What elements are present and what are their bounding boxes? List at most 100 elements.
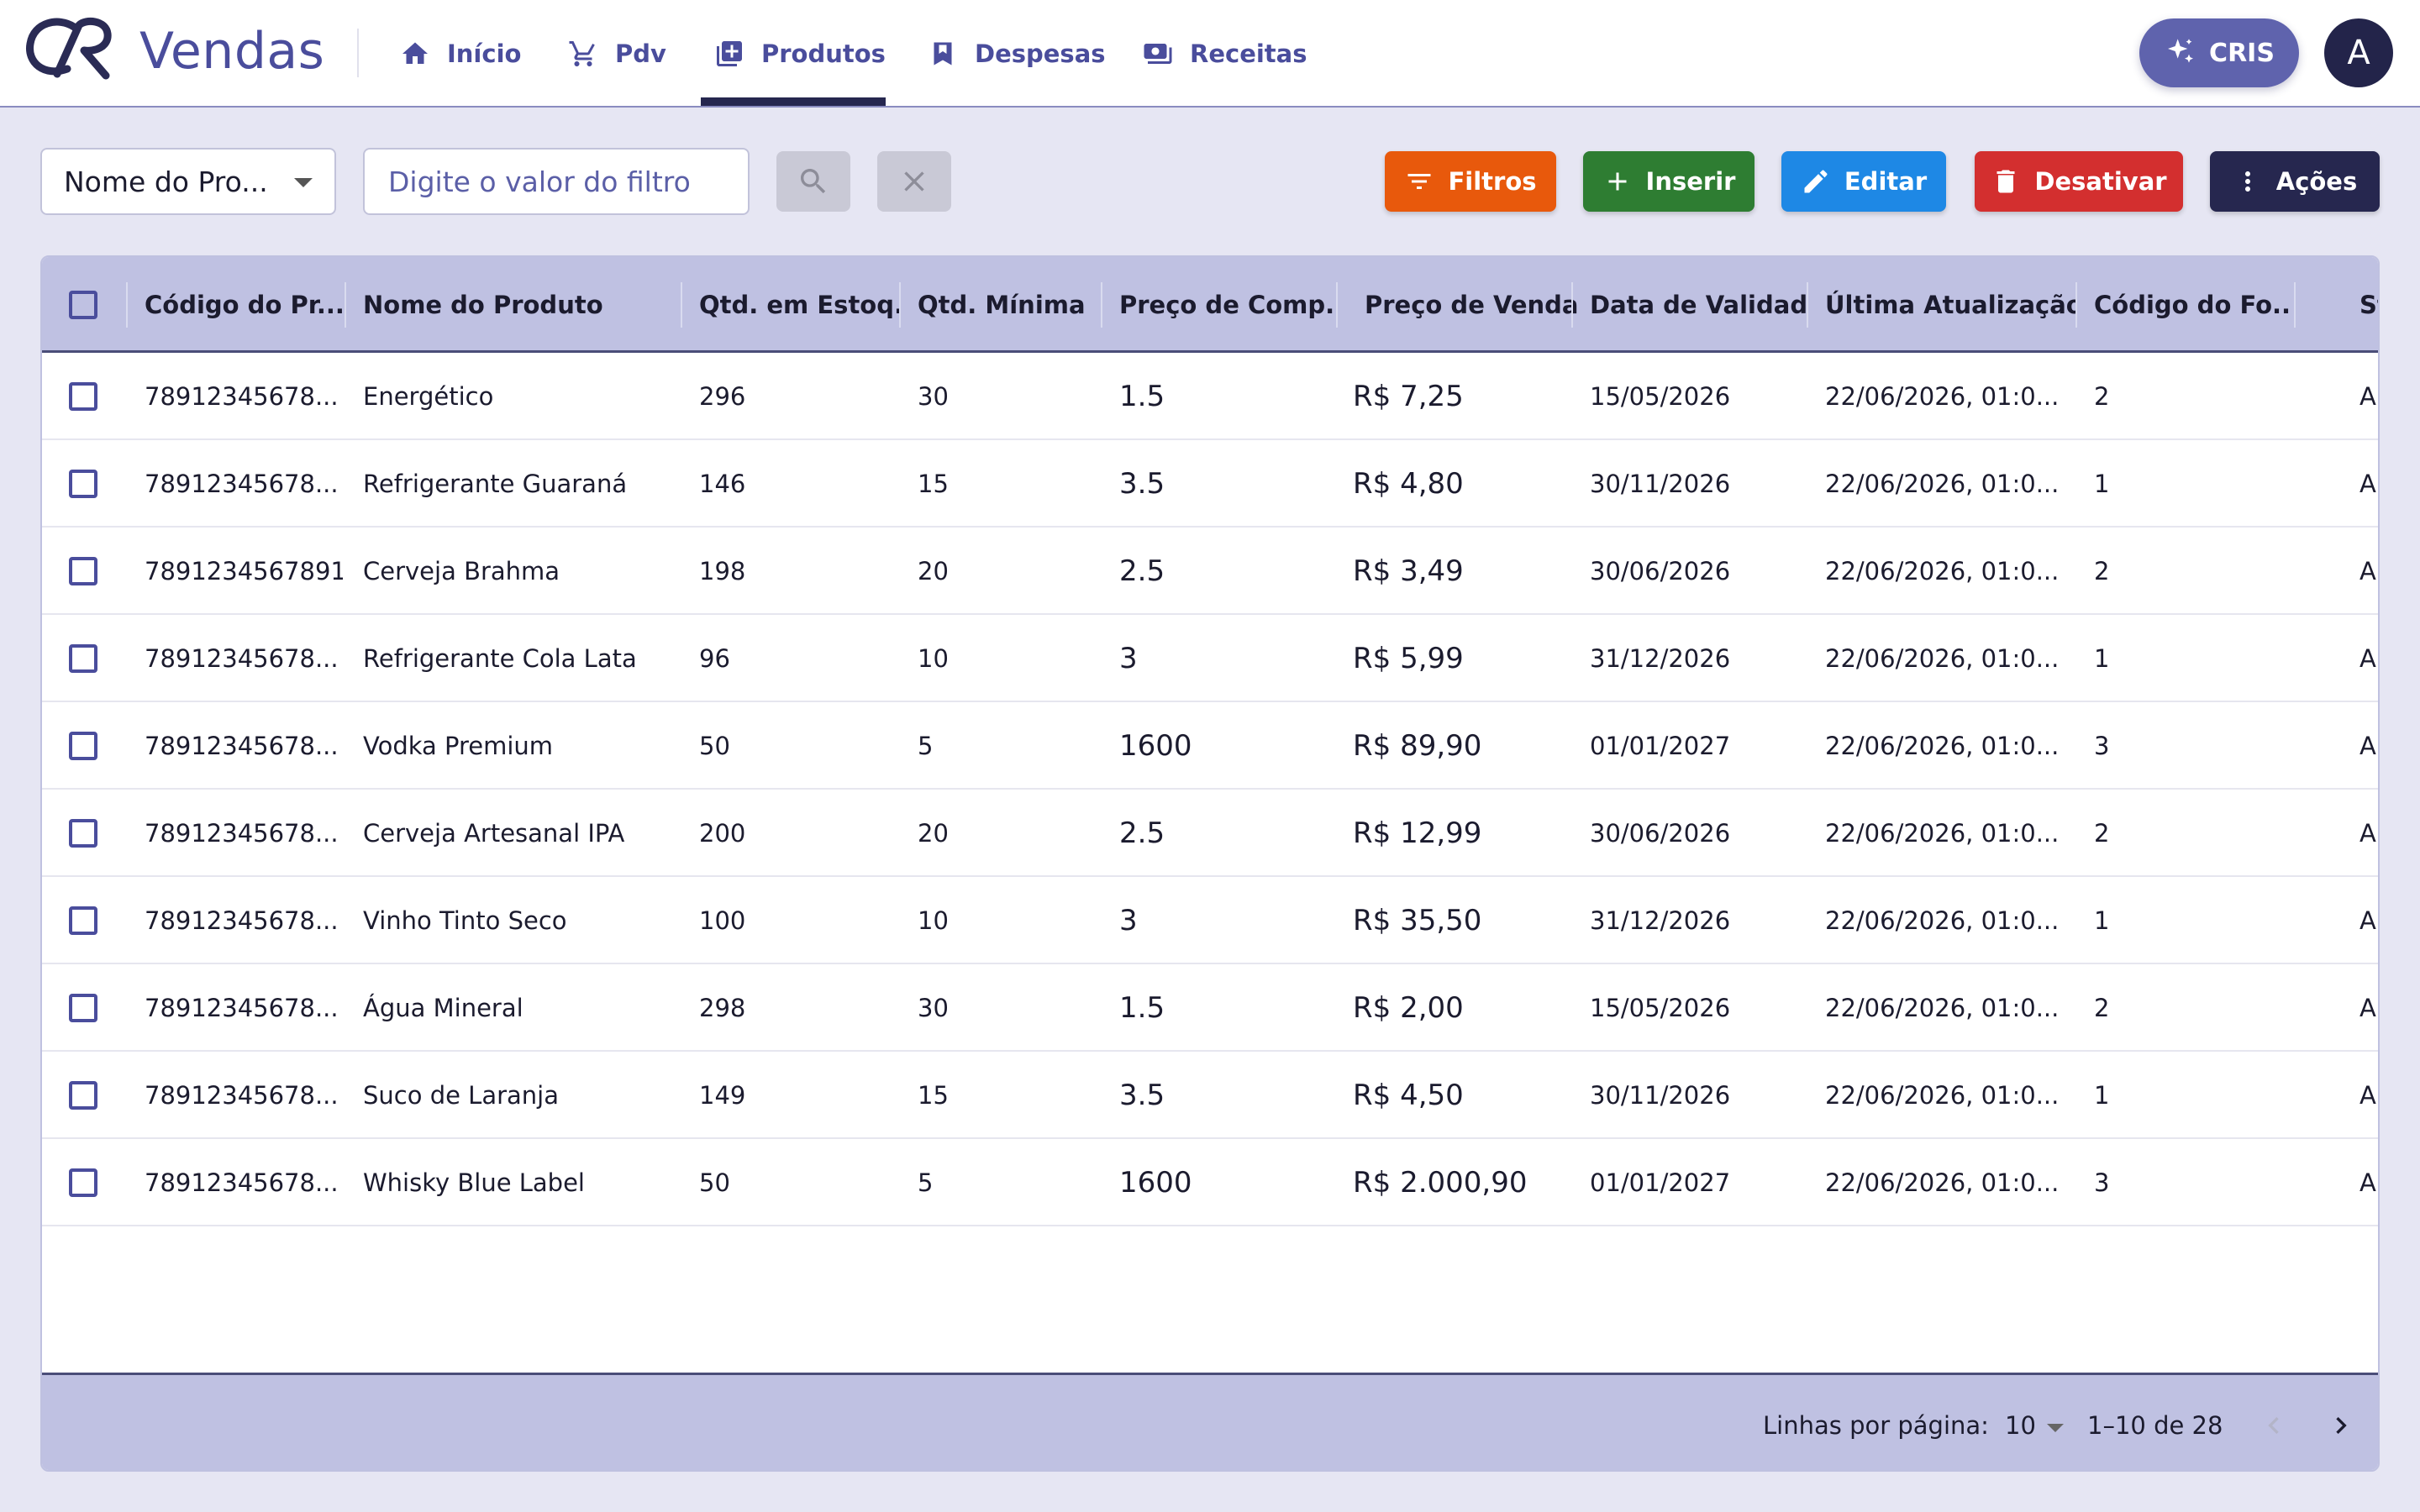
table-row[interactable]: 78912345678... Água Mineral 298 30 1.5 R$ 2,0… <box>42 964 2378 1052</box>
nav-pdv[interactable]: Pdv <box>568 0 666 108</box>
table-pagination: Linhas por página: 10 1–10 de 28 <box>42 1373 2378 1470</box>
cell-venda: R$ 89,90 <box>1353 729 1482 763</box>
acoes-label: Ações <box>2275 167 2358 196</box>
table-row[interactable]: 78912345678... Energético 296 30 1.5 R$ 7,25 1… <box>42 353 2378 440</box>
cell-codigo: 78912345678... <box>145 819 339 848</box>
table-header: Código do Pr... Nome do Produto Qtd. em … <box>42 257 2378 353</box>
cell-atualizacao: 22/06/2026, 01:0... <box>1825 819 2060 848</box>
row-checkbox[interactable] <box>69 819 97 848</box>
col-header-venda[interactable]: Preço de Venda <box>1365 291 1579 319</box>
nav-produtos-label: Produtos <box>761 39 886 68</box>
close-icon <box>904 171 924 192</box>
column-separator <box>2075 282 2077 328</box>
row-checkbox[interactable] <box>69 994 97 1022</box>
col-header-status[interactable]: St <box>2360 291 2378 319</box>
filter-value-input[interactable] <box>363 148 750 215</box>
cell-minima: 5 <box>918 1168 934 1197</box>
cell-compra: 1600 <box>1119 729 1192 763</box>
column-separator <box>1807 282 1808 328</box>
table-row[interactable]: 78912345678... Vinho Tinto Seco 100 10 3 R$ 3… <box>42 877 2378 964</box>
cell-nome: Cerveja Brahma <box>363 557 560 585</box>
row-checkbox[interactable] <box>69 906 97 935</box>
nav-produtos[interactable]: Produtos <box>714 0 886 108</box>
column-separator <box>126 282 128 328</box>
cell-codigo: 78912345678... <box>145 732 339 760</box>
row-checkbox[interactable] <box>69 557 97 585</box>
row-checkbox[interactable] <box>69 382 97 411</box>
cell-estoque: 50 <box>699 732 730 760</box>
col-header-atualizacao[interactable]: Última Atualização <box>1825 291 2077 319</box>
editar-button[interactable]: Editar <box>1781 151 1946 212</box>
table-row[interactable]: 78912345678... Refrigerante Guaraná 146 15 3… <box>42 440 2378 528</box>
cell-codigo: 78912345678... <box>145 382 339 411</box>
cell-validade: 31/12/2026 <box>1590 644 1731 673</box>
cell-validade: 30/11/2026 <box>1590 470 1731 498</box>
col-header-nome[interactable]: Nome do Produto <box>363 291 603 319</box>
cell-minima: 15 <box>918 1081 949 1110</box>
cell-atualizacao: 22/06/2026, 01:0... <box>1825 382 2060 411</box>
inserir-label: Inserir <box>1645 167 1736 196</box>
nav-receitas-label: Receitas <box>1190 39 1307 68</box>
chevron-right-icon <box>2336 1417 2347 1434</box>
select-all-checkbox[interactable] <box>69 291 97 319</box>
cell-venda: R$ 7,25 <box>1353 380 1464 413</box>
nav-inicio[interactable]: Início <box>400 0 521 108</box>
cell-status: A <box>2360 819 2376 848</box>
table-row[interactable]: 78912345678... Vodka Premium 50 5 1600 R$ 89,… <box>42 702 2378 790</box>
previous-page-button[interactable] <box>2252 1404 2296 1447</box>
col-header-fornecedor[interactable]: Código do Fo... <box>2094 291 2292 319</box>
cell-estoque: 50 <box>699 1168 730 1197</box>
cell-atualizacao: 22/06/2026, 01:0... <box>1825 557 2060 585</box>
cell-estoque: 96 <box>699 644 730 673</box>
col-header-validade[interactable]: Data de Validade <box>1590 291 1808 319</box>
cell-fornecedor: 2 <box>2094 382 2110 411</box>
table-row[interactable]: 78912345678... Whisky Blue Label 50 5 1600 R$… <box>42 1139 2378 1226</box>
row-checkbox[interactable] <box>69 732 97 760</box>
table-row[interactable]: 7891234567891 Cerveja Brahma 198 20 2.5 R$ 3,… <box>42 528 2378 615</box>
clear-filter-button[interactable] <box>877 151 951 212</box>
nav-receitas[interactable]: Receitas <box>1143 0 1307 108</box>
cell-atualizacao: 22/06/2026, 01:0... <box>1825 1168 2060 1197</box>
cris-assistant-button[interactable]: CRIS <box>2139 18 2299 87</box>
table-row[interactable]: 78912345678... Suco de Laranja 149 15 3.5 R$ … <box>42 1052 2378 1139</box>
user-avatar[interactable]: A <box>2324 18 2393 87</box>
col-header-codigo[interactable]: Código do Pr... <box>145 291 345 319</box>
row-checkbox[interactable] <box>69 470 97 498</box>
cell-estoque: 146 <box>699 470 746 498</box>
table-row[interactable]: 78912345678... Refrigerante Cola Lata 96 10… <box>42 615 2378 702</box>
nav-despesas[interactable]: Despesas <box>928 0 1106 108</box>
col-header-minima[interactable]: Qtd. Mínima <box>918 291 1086 319</box>
row-checkbox[interactable] <box>69 1168 97 1197</box>
money-icon <box>1144 44 1172 64</box>
cell-compra: 3 <box>1119 904 1138 937</box>
acoes-button[interactable]: Ações <box>2210 151 2380 212</box>
cell-fornecedor: 2 <box>2094 994 2110 1022</box>
inserir-button[interactable]: Inserir <box>1583 151 1754 212</box>
col-header-estoque[interactable]: Qtd. em Estoq... <box>699 291 899 319</box>
column-separator <box>681 282 682 328</box>
cell-status: A <box>2360 644 2376 673</box>
cell-validade: 30/06/2026 <box>1590 557 1731 585</box>
cell-compra: 3.5 <box>1119 467 1165 501</box>
cell-compra: 1.5 <box>1119 991 1165 1025</box>
next-page-button[interactable] <box>2319 1404 2363 1447</box>
app-name: Vendas <box>139 22 325 81</box>
search-button[interactable] <box>776 151 850 212</box>
filtros-button[interactable]: Filtros <box>1385 151 1556 212</box>
row-checkbox[interactable] <box>69 1081 97 1110</box>
cell-nome: Energético <box>363 382 494 411</box>
cell-nome: Refrigerante Guaraná <box>363 470 628 498</box>
rows-per-page-select[interactable]: 10 <box>2005 1411 2036 1440</box>
cell-fornecedor: 1 <box>2094 470 2110 498</box>
cell-status: A <box>2360 1081 2376 1110</box>
row-checkbox[interactable] <box>69 644 97 673</box>
cell-compra: 1.5 <box>1119 380 1165 413</box>
table-row[interactable]: 78912345678... Cerveja Artesanal IPA 200 20… <box>42 790 2378 877</box>
flag-icon <box>934 42 952 66</box>
col-header-compra[interactable]: Preço de Comp... <box>1119 291 1334 319</box>
cell-minima: 10 <box>918 644 949 673</box>
cell-estoque: 100 <box>699 906 746 935</box>
desativar-button[interactable]: Desativar <box>1975 151 2183 212</box>
filter-field-select[interactable]: Nome do Pro... <box>40 148 336 215</box>
cell-nome: Vinho Tinto Seco <box>363 906 567 935</box>
